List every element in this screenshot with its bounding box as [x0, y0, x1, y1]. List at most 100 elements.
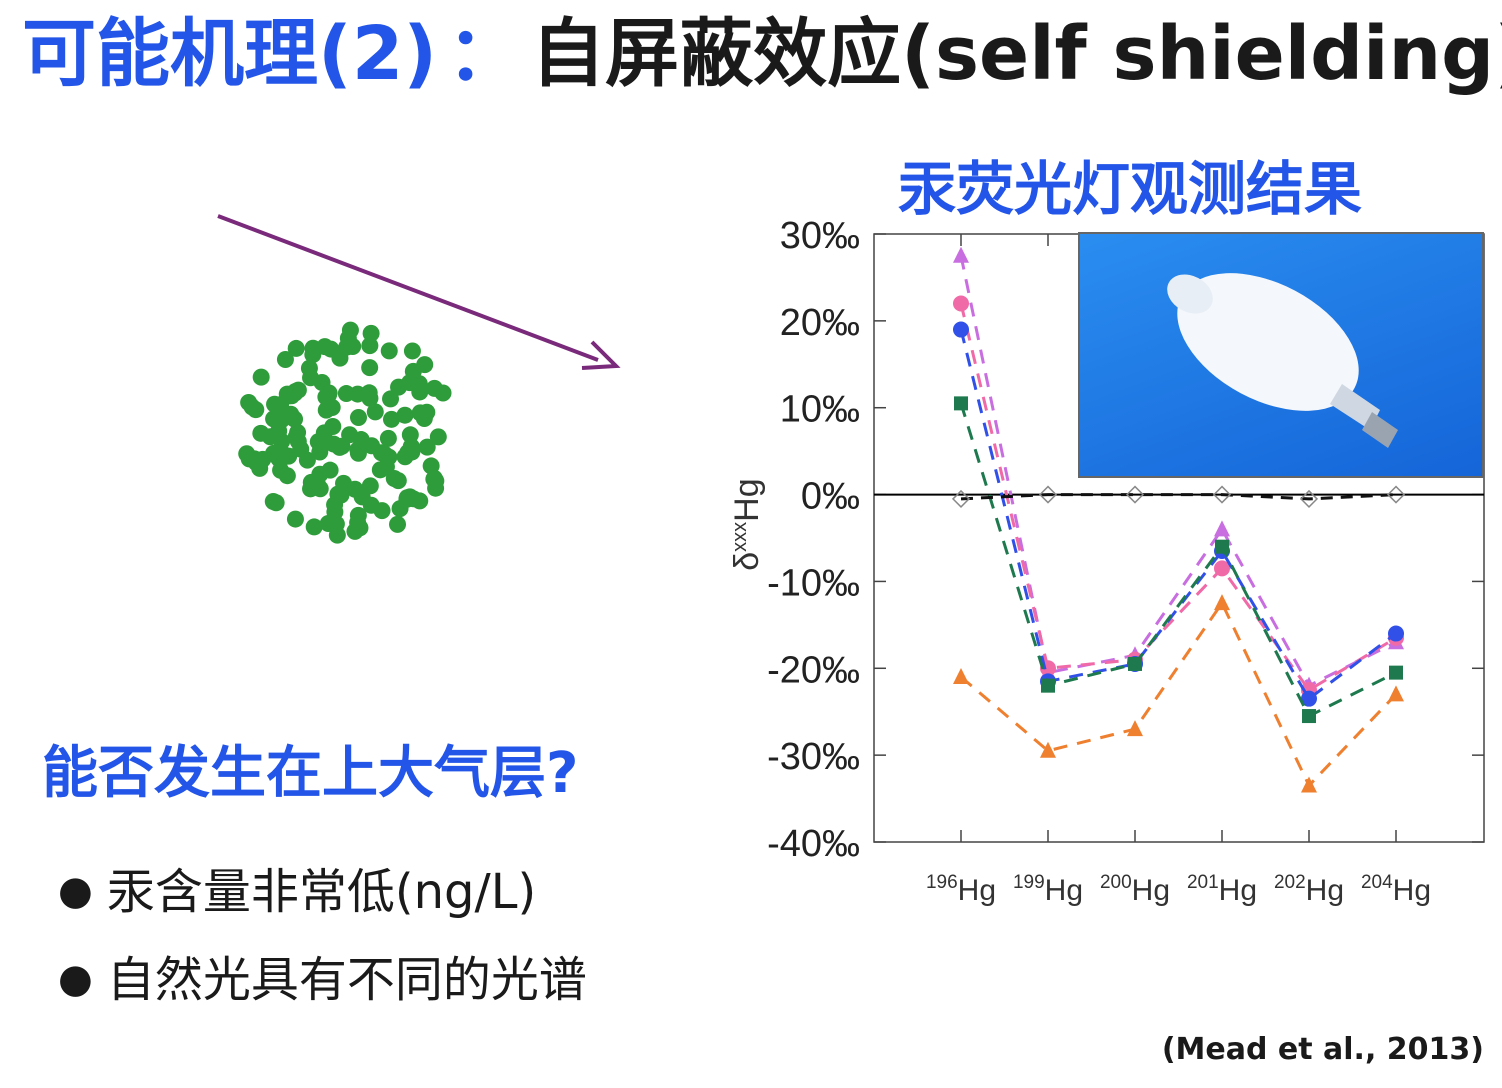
wave-trace [446, 476, 641, 557]
x-tick-label: 201Hg [1187, 872, 1257, 907]
bullet-text-1: 汞含量非常低(ng/L) [106, 864, 537, 920]
chart-title: 汞荧光灯观测结果 [898, 155, 1363, 223]
mercury-particle-cloud [238, 321, 452, 544]
particle [416, 356, 434, 374]
data-point [953, 667, 969, 684]
bullet-dot: ● [58, 868, 93, 914]
particle [321, 461, 339, 479]
series-line [959, 402, 1397, 719]
data-point [1038, 485, 1058, 504]
x-tick-label: 200Hg [1100, 872, 1170, 907]
data-point [1301, 776, 1317, 793]
particle [280, 447, 298, 465]
x-tick-label: 204Hg [1361, 872, 1431, 907]
fluorescent-lamp-photo [1078, 232, 1484, 478]
question-heading: 能否发生在上大气层? [42, 741, 579, 806]
series-4 [953, 594, 1404, 793]
y-tick-label: -10‰ [767, 562, 860, 604]
particle [371, 461, 389, 479]
particle [317, 401, 335, 419]
particle [379, 429, 397, 447]
data-point [1302, 709, 1316, 724]
data-point [1215, 539, 1229, 554]
particle [389, 515, 407, 533]
particle [286, 510, 304, 528]
x-tick-label: 199Hg [1013, 872, 1083, 907]
particle [418, 438, 436, 456]
slide-title: 可能机理(2)：自屏蔽效应(self shielding) [22, 11, 1502, 97]
data-point [951, 489, 971, 508]
particle [265, 444, 283, 462]
title-topic: 自屏蔽效应(self shielding) [531, 11, 1502, 97]
particle [429, 428, 447, 446]
series-line [960, 600, 1398, 789]
particle [325, 435, 343, 453]
data-point [1214, 520, 1230, 537]
y-tick-label: -40‰ [767, 823, 860, 865]
data-point [953, 321, 969, 338]
data-point [1041, 678, 1055, 693]
particle [265, 410, 283, 428]
series-line [959, 329, 1397, 701]
data-point [1127, 720, 1143, 737]
particle [372, 444, 390, 462]
particle [287, 428, 305, 446]
data-point [1128, 656, 1142, 671]
particle [396, 406, 414, 424]
particle [361, 337, 379, 355]
data-point [1388, 625, 1404, 642]
mercury-isotope-chart: 30‰ 20‰ 10‰ 0‰ -10‰ -20‰ -30‰ -40‰ 196Hg 199Hg 200… [728, 220, 1485, 907]
wave-trace [522, 353, 624, 531]
data-point [953, 246, 969, 263]
series-3 [954, 396, 1403, 724]
particle [346, 480, 364, 498]
particle [278, 467, 296, 485]
title-mechanism: 可能机理(2) [22, 11, 438, 97]
propagation-arrow-line [217, 214, 599, 362]
particle [305, 518, 323, 536]
particle [302, 369, 320, 387]
data-point [1214, 594, 1230, 611]
outgoing-wave-red [446, 476, 641, 557]
data-point [953, 295, 969, 312]
particle [341, 321, 359, 339]
series-line [959, 303, 1397, 692]
particle [276, 351, 294, 369]
bullet-item-1: ● 汞含量非常低(ng/L) [58, 852, 536, 922]
particle [362, 324, 380, 342]
particle [240, 394, 258, 412]
particle [287, 339, 305, 357]
particle [267, 494, 285, 512]
self-shielding-diagram [66, 214, 641, 557]
particle [331, 349, 349, 367]
data-point [1125, 485, 1145, 504]
data-point [1301, 690, 1317, 707]
particle [329, 485, 347, 503]
bullet-dot: ● [58, 956, 93, 1002]
series-5 [951, 485, 1406, 508]
particle [298, 451, 316, 469]
outgoing-wave-blue [522, 353, 624, 531]
incoming-wave-blue [66, 253, 252, 430]
bullet-text-2: 自然光具有不同的光谱 [106, 952, 587, 1008]
particle [385, 469, 403, 487]
data-point [1389, 665, 1403, 680]
data-point [1388, 685, 1404, 702]
title-separator: ： [447, 11, 522, 97]
particle [425, 379, 443, 397]
particle [326, 503, 344, 521]
y-tick-label: -20‰ [767, 649, 860, 691]
y-tick-label: 30‰ [780, 220, 860, 257]
particle [382, 410, 400, 428]
particle [311, 434, 329, 452]
series-line [960, 493, 1397, 501]
particle [286, 410, 304, 428]
particle [266, 395, 284, 413]
particle [247, 453, 265, 471]
particle [349, 408, 367, 426]
particle [411, 383, 429, 401]
propagation-arrow-head [581, 340, 621, 370]
particle [380, 342, 398, 360]
data-point [954, 396, 968, 411]
y-axis-label: δxxxHg [728, 478, 766, 570]
